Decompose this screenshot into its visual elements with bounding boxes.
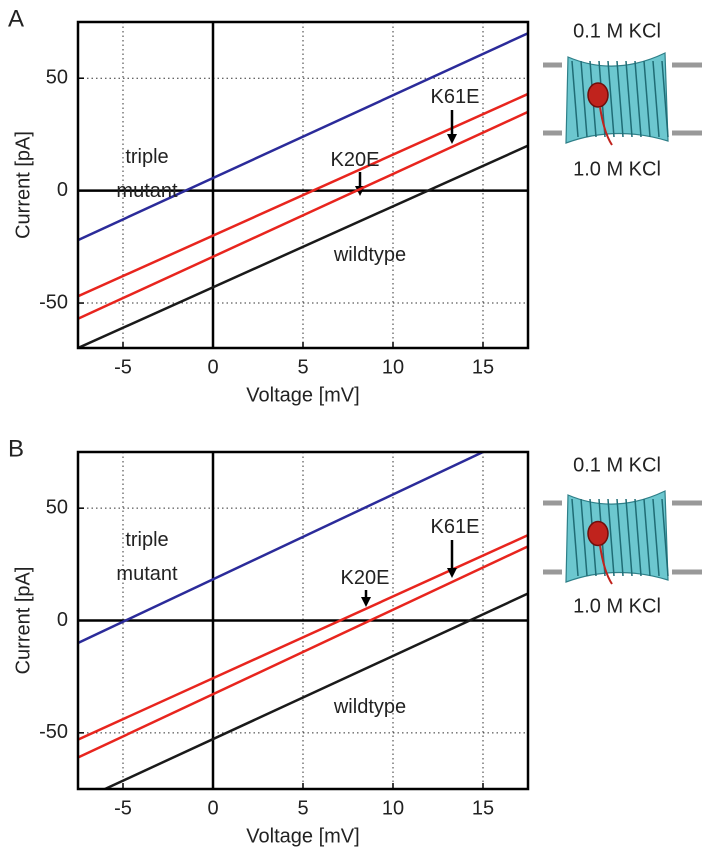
helix [587, 520, 609, 547]
y-tick-label: 50 [46, 496, 68, 518]
strand [616, 498, 624, 577]
strand [607, 60, 615, 138]
helix [587, 82, 609, 108]
series-line [104, 592, 528, 789]
strand [661, 60, 669, 138]
series-annotation: K61E [430, 516, 480, 538]
strand [652, 498, 660, 577]
series-line [78, 32, 528, 242]
y-tick-label: 50 [46, 66, 68, 88]
inset-label: 0.1 M KCl [573, 20, 661, 42]
strand [634, 60, 642, 138]
strand [580, 60, 588, 138]
arrow-head [447, 568, 457, 578]
y-axis-label: Current [pA] [12, 131, 34, 239]
series-annotation: wildtype [333, 244, 407, 266]
x-tick-label: 0 [207, 797, 218, 819]
x-tick-label: -5 [114, 797, 132, 819]
y-tick-label: -50 [39, 721, 68, 743]
inset-label: 0.1 M KCl [573, 454, 661, 476]
x-tick-label: 5 [297, 356, 308, 378]
x-axis-label: Voltage [mV] [246, 825, 359, 847]
strand [607, 498, 615, 577]
x-tick-label: 10 [382, 356, 404, 378]
series-line [78, 110, 528, 320]
protein-sketch [565, 52, 669, 146]
y-axis-label: Current [pA] [12, 567, 34, 675]
series-annotation: K61E [430, 86, 480, 108]
y-tick-label: -50 [39, 291, 68, 313]
strand [661, 498, 669, 577]
strand [643, 498, 651, 577]
panel-label: B [8, 435, 24, 462]
series-annotation: triple mutant [116, 529, 178, 585]
x-tick-label: 0 [207, 356, 218, 378]
series-annotation: K20E [330, 149, 380, 171]
strand [625, 60, 633, 138]
loop [599, 106, 613, 146]
strand [634, 498, 642, 577]
x-tick-label: 15 [472, 797, 494, 819]
series-line [78, 545, 528, 759]
series-line [78, 144, 528, 348]
panel-label: A [8, 5, 24, 32]
plot-frame [76, 450, 530, 791]
series-annotation: K20E [340, 567, 390, 589]
loop [599, 545, 613, 585]
strand [571, 498, 579, 577]
inset-label: 1.0 M KCl [573, 595, 661, 617]
series-annotation: wildtype [333, 696, 407, 718]
strand [580, 498, 588, 577]
x-tick-label: 10 [382, 797, 404, 819]
x-tick-label: 5 [297, 797, 308, 819]
strand [652, 60, 660, 138]
plot-frame [76, 20, 530, 350]
strand [625, 498, 633, 577]
strand [616, 60, 624, 138]
arrow-head [447, 134, 457, 144]
strand [571, 60, 579, 138]
x-tick-label: -5 [114, 356, 132, 378]
x-tick-label: 15 [472, 356, 494, 378]
y-tick-label: 0 [57, 609, 68, 631]
y-tick-label: 0 [57, 179, 68, 201]
inset-label: 1.0 M KCl [573, 158, 661, 180]
arrow-head [361, 597, 371, 607]
series-annotation: triple mutant [116, 146, 178, 202]
protein-sketch [565, 490, 669, 585]
x-axis-label: Voltage [mV] [246, 384, 359, 406]
series-line [78, 452, 484, 645]
strand [643, 60, 651, 138]
